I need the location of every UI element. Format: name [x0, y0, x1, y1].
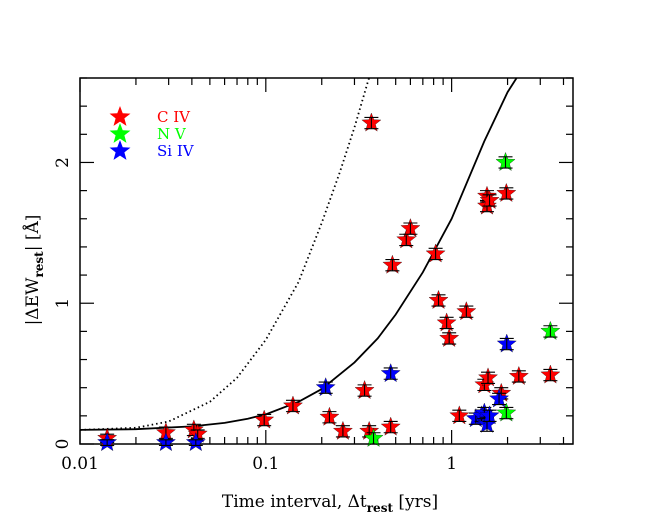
error-bar-si-iv	[188, 439, 203, 446]
solid-model-curve	[80, 78, 518, 431]
legend-star-n-v	[109, 123, 131, 143]
error-bar-c-iv	[335, 425, 350, 438]
error-bar-c-iv	[499, 187, 514, 200]
y-axis-title: |ΔEWrest| [Å]	[22, 215, 46, 326]
y-tick-label: 1	[53, 298, 73, 309]
legend: C IVN VSi IV	[109, 106, 195, 160]
error-bar-n-v	[543, 325, 558, 338]
error-bar-si-iv	[499, 337, 514, 351]
error-bar-si-iv	[492, 392, 507, 406]
error-bar-si-iv	[318, 381, 333, 394]
error-bar-c-iv	[543, 368, 558, 382]
y-tick-label: 0	[53, 439, 73, 450]
legend-star-c-iv	[109, 106, 131, 126]
error-bar-c-iv	[439, 316, 454, 330]
axis-tick-labels: 0.01 0.1 1 0 1 2	[53, 157, 457, 474]
error-bar-c-iv	[357, 384, 372, 397]
legend-label-si-iv: Si IV	[157, 142, 195, 160]
error-bar-c-iv	[482, 194, 497, 207]
error-bar-n-v	[499, 406, 514, 420]
error-bar-c-iv	[285, 399, 300, 413]
error-bar-n-v	[366, 432, 381, 445]
error-bar-c-iv	[431, 294, 446, 307]
data-points	[97, 112, 561, 452]
error-bar-c-iv	[481, 371, 496, 385]
legend-label-n-v: N V	[157, 125, 187, 143]
x-tick-label: 0.01	[61, 454, 99, 474]
axis-ticks	[79, 77, 573, 445]
error-bar-c-iv	[385, 259, 400, 272]
x-axis-title: Time interval, Δtrest [yrs]	[222, 492, 438, 515]
error-bar-n-v	[498, 156, 513, 169]
dotted-model-curve	[80, 78, 370, 431]
plot-frame	[79, 77, 574, 445]
error-bar-c-iv	[511, 370, 526, 383]
error-bar-c-iv	[322, 411, 337, 424]
legend-star-si-iv	[109, 140, 131, 160]
x-tick-label: 0.1	[252, 454, 279, 474]
error-bar-c-iv	[403, 222, 418, 235]
error-bar-si-iv	[158, 439, 173, 446]
y-tick-label: 2	[53, 157, 73, 168]
error-bar-c-iv	[442, 332, 457, 345]
error-bar-si-iv	[383, 367, 398, 380]
error-bar-si-iv	[100, 439, 115, 446]
error-bar-c-iv	[364, 116, 379, 130]
error-bar-si-iv	[482, 409, 497, 423]
error-bar-c-iv	[459, 305, 474, 318]
model-curves	[80, 78, 518, 431]
error-bar-c-iv	[452, 409, 467, 423]
error-bar-c-iv	[428, 247, 443, 261]
error-bar-c-iv	[383, 420, 398, 434]
error-bar-c-iv	[257, 413, 272, 427]
legend-label-c-iv: C IV	[157, 108, 191, 126]
x-tick-label: 1	[446, 454, 457, 474]
